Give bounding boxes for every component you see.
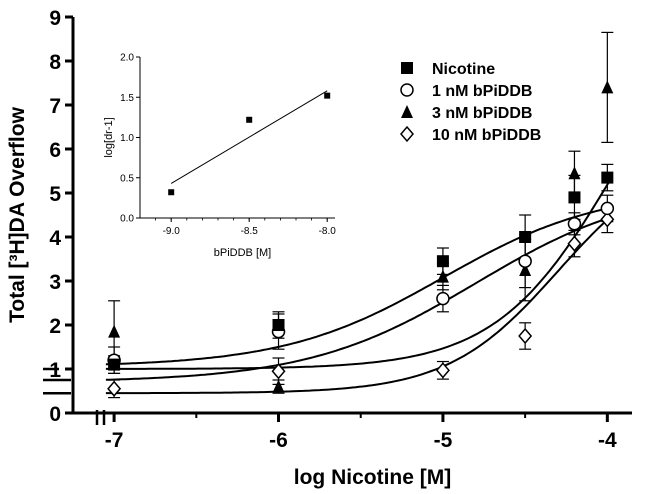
legend-label: 1 nM bPiDDB: [432, 83, 532, 100]
inset-y-tick-label: 1.5: [120, 93, 134, 104]
legend-label: 10 nM bPiDDB: [432, 127, 541, 144]
y-tick-label: 0: [49, 403, 61, 426]
inset-data-points: [168, 92, 331, 196]
data-point-diamond: [435, 362, 450, 379]
data-point-triangle: [401, 105, 413, 118]
data-point-square: [272, 319, 285, 331]
inset-regression-line: [170, 90, 328, 184]
inset-data-point: [168, 189, 175, 196]
data-point-square: [601, 171, 614, 184]
data-point-square: [519, 231, 532, 243]
inset-x-tick-label: -8.5: [241, 226, 259, 237]
y-tick-label: 4: [49, 227, 61, 250]
data-points: [107, 80, 615, 397]
y-tick-label: 5: [49, 183, 61, 206]
inset-y-tick-label: 1.0: [120, 133, 134, 144]
legend-label: Nicotine: [432, 61, 495, 78]
y-tick-label: 1: [49, 359, 61, 382]
data-point-square: [108, 358, 121, 371]
y-tick-label: 8: [49, 51, 61, 74]
data-point-diamond: [600, 211, 615, 228]
data-point-triangle: [108, 324, 121, 338]
data-point-square: [401, 62, 413, 74]
x-axis-label: log Nicotine [M]: [294, 466, 451, 489]
legend-label: 3 nM bPiDDB: [432, 105, 532, 122]
x-tick-label: -4: [598, 429, 617, 452]
x-tick-labels: -7 -6 -5 -4: [105, 429, 617, 452]
data-point-triangle: [519, 263, 532, 276]
inset-x-tick-labels: -9.0 -8.5 -8.0: [163, 226, 337, 237]
inset-x-tick-label: -9.0: [163, 226, 181, 237]
data-point-square: [568, 191, 581, 204]
x-tick-label: -6: [269, 429, 288, 452]
fit-curves: [105, 181, 610, 395]
data-point-diamond: [518, 327, 533, 345]
inset-axes: [136, 56, 335, 222]
y-tick-label: 7: [49, 95, 61, 118]
data-point-circle: [400, 83, 414, 97]
y-tick-label: 9: [49, 7, 61, 30]
y-tick-label: 2: [49, 315, 61, 338]
inset-y-tick-labels: 0.0 0.5 1.0 1.5 2.0: [120, 53, 134, 225]
y-axis-label: Total [³H]DA Overflow: [6, 106, 29, 322]
inset-y-axis-label: log[dr-1]: [103, 117, 115, 157]
x-tick-label: -7: [105, 429, 124, 452]
data-point-circle: [567, 217, 582, 231]
data-point-diamond: [271, 363, 286, 380]
data-point-circle: [600, 201, 615, 216]
data-point-circle: [518, 254, 532, 268]
data-point-diamond: [107, 380, 122, 397]
data-point-square: [436, 255, 449, 268]
y-tick-label: 3: [49, 271, 61, 294]
fit-curve: [105, 217, 610, 395]
data-point-diamond: [400, 125, 414, 143]
legend: Nicotine 1 nM bPiDDB 3 nM bPiDDB 10 nM bPiD…: [400, 61, 541, 144]
main-axes: [43, 15, 632, 425]
data-point-triangle: [568, 166, 581, 180]
data-point-triangle: [272, 379, 285, 393]
inset-fit-line: [170, 90, 328, 184]
y-tick-labels: 0 1 2 3 4 5 6 7 8 9: [49, 7, 61, 426]
inset-x-axis-label: bPiDDB [M]: [214, 247, 271, 259]
data-point-diamond: [567, 235, 582, 252]
inset-x-tick-label: -8.0: [319, 226, 337, 237]
inset-data-point: [246, 116, 253, 123]
data-point-triangle: [436, 269, 449, 283]
inset-data-point: [324, 92, 331, 99]
main-plot: -7 -6 -5 -4 0 1 2 3 4 5 6 7 8 9 log Nicotine [M] Tot…: [6, 7, 632, 489]
fit-curve: [105, 207, 610, 366]
inset-y-tick-label: 0.0: [120, 214, 134, 225]
inset-y-tick-label: 0.5: [120, 173, 134, 184]
data-point-triangle: [601, 80, 614, 94]
data-point-circle: [436, 291, 450, 306]
fit-curve: [105, 181, 610, 370]
x-tick-label: -5: [434, 429, 453, 452]
y-tick-label: 6: [49, 139, 61, 162]
inset-y-tick-label: 2.0: [120, 53, 134, 64]
inset-plot: -9.0 -8.5 -8.0 0.00.51.01.52.0 bPiDDB [M] …: [103, 53, 336, 260]
